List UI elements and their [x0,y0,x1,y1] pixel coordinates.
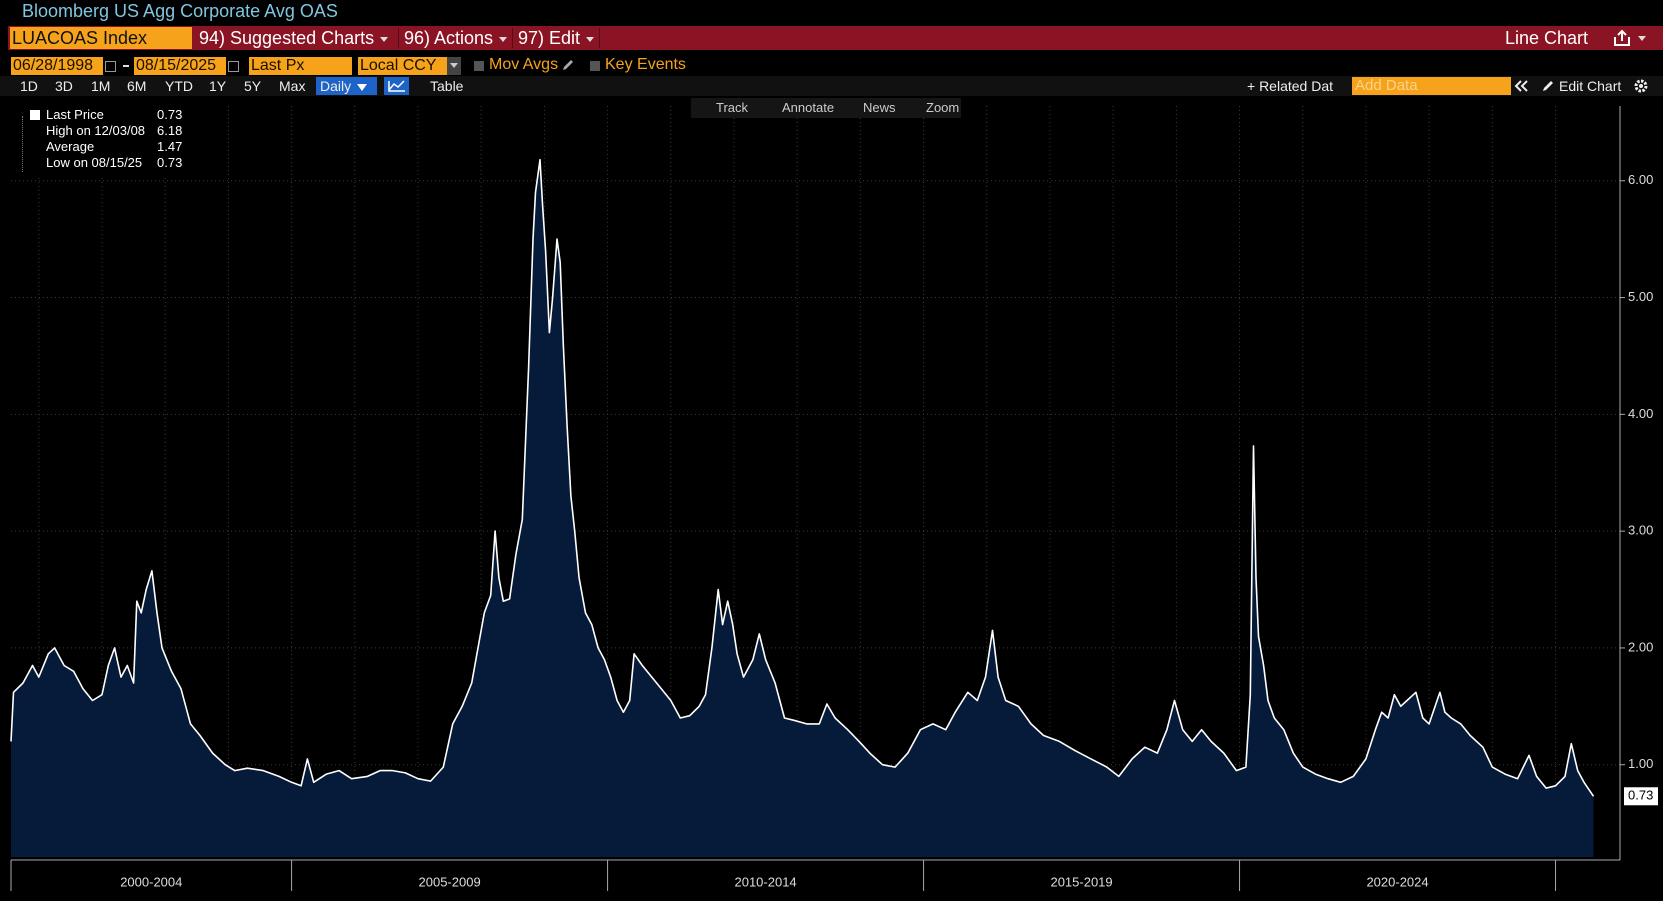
share-icon[interactable] [1612,29,1652,47]
pencil-icon[interactable] [1541,79,1555,93]
add-data-input[interactable]: Add Data [1352,77,1511,95]
currency-select[interactable]: Local CCY [358,57,447,75]
menu-label: 97) Edit [518,28,581,48]
start-date[interactable]: 06/28/1998 [11,57,103,75]
y-tick-label: 4.00 [1628,406,1653,421]
dropdown-arrow [450,63,458,69]
tool-button[interactable]: News [863,100,896,115]
legend-label: High on 12/03/08 [46,123,146,138]
ticker-input[interactable]: LUACOAS Index [10,27,192,49]
dropdown-arrow [499,36,508,42]
legend-swatch [30,110,40,120]
y-tick-label: 5.00 [1628,289,1653,304]
calendar-icon[interactable] [105,61,116,72]
menu-item[interactable]: 97) Edit [518,27,595,49]
range-button[interactable]: 6M [127,78,147,94]
legend-tree [22,116,24,172]
range-button[interactable]: 1M [91,78,111,94]
dropdown-arrow [380,36,389,42]
menu-label: 94) Suggested Charts [199,28,375,48]
legend-value: 6.18 [157,123,183,138]
pencil-icon[interactable] [561,58,575,72]
menu-item[interactable]: 96) Actions [404,27,508,49]
legend-label: Low on 08/15/25 [46,155,143,170]
menu-label: 96) Actions [404,28,494,48]
frequency-select[interactable]: Daily [316,77,377,95]
checkbox[interactable] [590,61,600,71]
range-button[interactable]: 1Y [209,78,227,94]
collapse-icon[interactable] [1514,79,1530,93]
tool-button[interactable]: Track [716,100,749,115]
range-button[interactable]: 5Y [244,78,262,94]
x-tick-label: 2005-2009 [419,874,481,889]
checkbox[interactable] [474,61,484,71]
chart-toolbar [691,98,961,118]
y-tick-label: 6.00 [1628,172,1653,187]
y-tick-label: 3.00 [1628,523,1653,538]
title: Bloomberg US Agg Corporate Avg OAS [22,1,338,21]
range-button[interactable]: 3D [55,78,73,94]
x-tick-label: 2000-2004 [120,874,182,889]
table-button[interactable]: Table [430,78,464,94]
y-tick-label: 2.00 [1628,639,1653,654]
view-label[interactable]: Line Chart [1505,28,1589,48]
legend-value: 1.47 [157,139,183,154]
x-tick-label: 2010-2014 [734,874,796,889]
edit-chart-button[interactable]: Edit Chart [1559,78,1622,94]
separator [398,28,399,48]
field-select[interactable]: Last Px [249,57,352,75]
settings-icon[interactable] [1633,78,1649,94]
option-label[interactable]: Mov Avgs [489,56,559,73]
dropdown-arrow [357,83,368,91]
option-label[interactable]: Key Events [605,56,686,73]
calendar-icon[interactable] [228,61,239,72]
legend-label: Average [46,139,95,154]
area [11,159,1594,857]
frequency-label: Daily [320,78,352,94]
separator [599,28,600,48]
x-tick-label: 2020-2024 [1366,874,1428,889]
menu-bar [8,26,1663,50]
tool-button[interactable]: Zoom [926,100,960,115]
x-tick-label: 2015-2019 [1050,874,1112,889]
line [10,158,1595,797]
chart-type-button[interactable] [384,77,409,95]
range-bar [0,76,1663,96]
last-price-box [1624,787,1658,806]
menu-item[interactable]: 94) Suggested Charts [199,27,389,49]
y-tick-label: 1.00 [1628,756,1653,771]
range-button[interactable]: 1D [20,78,38,94]
range-button[interactable]: YTD [165,78,193,94]
dropdown-button[interactable] [447,57,461,75]
tool-button[interactable]: Annotate [782,100,835,115]
legend-label: Last Price [46,107,104,122]
end-date[interactable]: 08/15/2025 [134,57,226,75]
dropdown-arrow [586,36,595,42]
legend-value: 0.73 [157,155,183,170]
related-data[interactable]: + Related Dat [1247,78,1333,94]
separator [512,28,513,48]
last-price-label: 0.73 [1628,788,1653,803]
range-button[interactable]: Max [279,78,306,94]
legend: Last Price 0.73 High on 12/03/08 6.18 Av… [16,106,189,176]
date-separator [123,65,129,67]
legend-value: 0.73 [157,107,183,122]
